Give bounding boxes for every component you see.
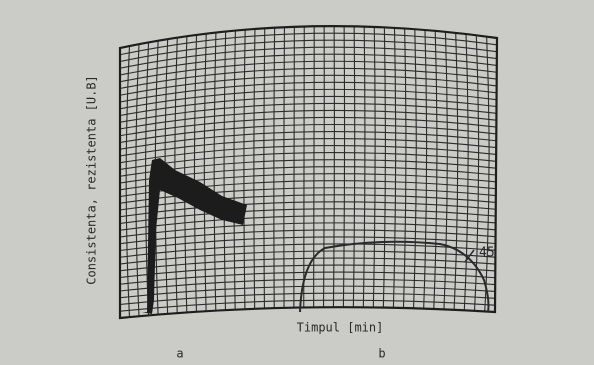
grid-column (314, 26, 315, 307)
grid-column (304, 27, 305, 308)
grid-column (284, 27, 285, 308)
curve-label: 45 (479, 246, 495, 261)
panel-label: b (378, 347, 385, 361)
x-axis-label: Timpul [min] (297, 321, 384, 335)
y-axis-label: Consistenta, rezistenta [U.B] (85, 75, 99, 285)
page: 45 Consistenta, rezistenta [U.B] Timpul … (0, 0, 594, 365)
panel-label: a (176, 347, 183, 361)
